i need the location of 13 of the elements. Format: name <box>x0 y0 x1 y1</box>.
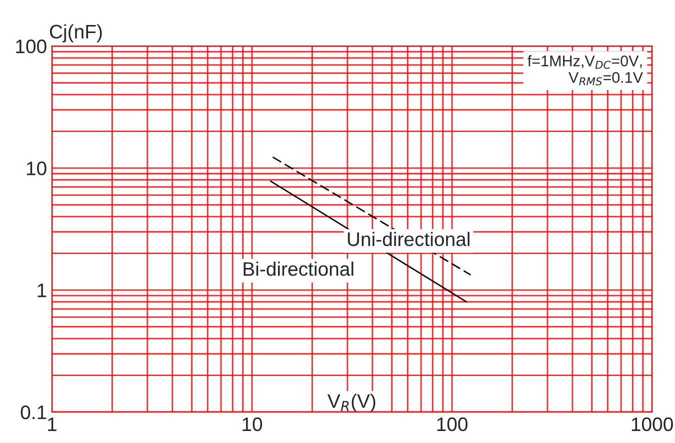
series-label: Uni-directional <box>348 232 470 246</box>
x-axis-title: V$_{R}$(V) <box>328 394 376 412</box>
y-tick-label: 1 <box>38 284 46 298</box>
x-tick-label: 1 <box>48 418 56 431</box>
series-label: Bi-directional <box>244 262 354 276</box>
y-tick-label: 0.1 <box>20 405 46 420</box>
x-tick-label: 10 <box>242 417 262 432</box>
y-tick-label: 100 <box>16 40 46 54</box>
y-axis-title: Cj(nF) <box>50 24 102 42</box>
x-tick-label: 1000 <box>632 417 673 432</box>
x-tick-label: 100 <box>437 417 468 432</box>
text: f=1MHz,V$_{DC}$=0V, V$_{RMS}$=0.1V <box>528 55 643 86</box>
y-tick-label: 10 <box>26 162 46 176</box>
